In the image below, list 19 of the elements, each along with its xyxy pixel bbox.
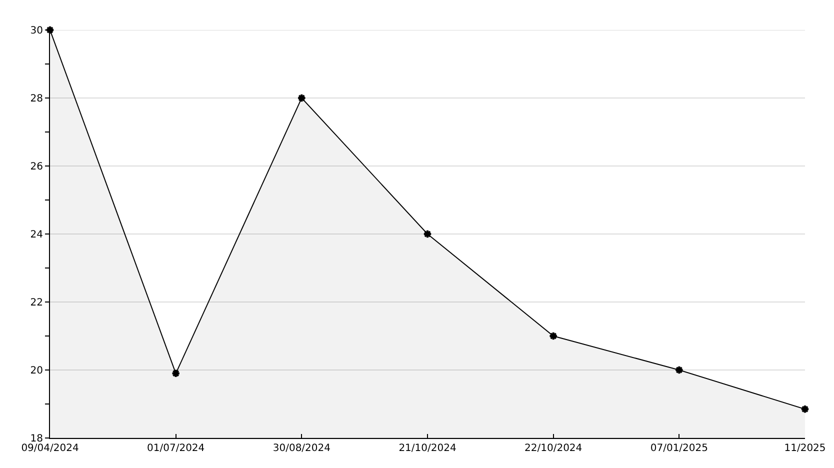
- y-tick-label: 26: [30, 162, 43, 172]
- point: [297, 93, 306, 103]
- x-tick-label: 01/07/2024: [147, 443, 205, 454]
- y-tick-label: 30: [30, 26, 43, 36]
- x-tick-label: 11/2025: [784, 443, 826, 454]
- point: [674, 365, 684, 375]
- y-tick-label: 22: [30, 298, 43, 308]
- x-tick-label: 07/01/2025: [650, 443, 708, 454]
- y-tick-label: 18: [30, 434, 43, 444]
- point: [548, 331, 558, 341]
- point: [171, 368, 180, 378]
- point: [422, 229, 432, 239]
- y-tick-label: 20: [30, 366, 43, 376]
- y-tick-label: 24: [30, 230, 43, 240]
- x-tick-label: 21/10/2024: [398, 443, 456, 454]
- x-tick-label: 30/08/2024: [272, 443, 330, 454]
- x-tick-label: 22/10/2024: [524, 443, 582, 454]
- y-tick-label: 28: [30, 94, 43, 104]
- x-tick-label: 09/04/2024: [21, 443, 79, 454]
